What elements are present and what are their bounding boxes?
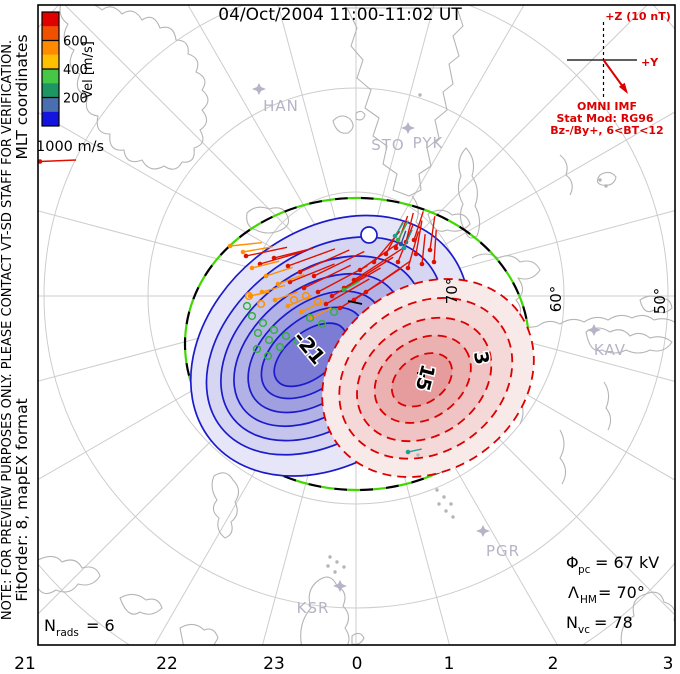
- latitude-label-50: 50°: [651, 288, 669, 315]
- mlt-label-1: 1: [444, 654, 455, 674]
- potential-extremum-cross: [417, 366, 431, 380]
- station-marker-han: [252, 83, 266, 95]
- station-marker-sto-pyk: [401, 122, 415, 134]
- lambda-hm-value: = 70°: [598, 583, 645, 602]
- station-marker-ksr: [333, 580, 347, 592]
- mlt-label-22: 22: [156, 654, 178, 674]
- fit-order-note: FitOrder: 8, mapEX format: [13, 398, 31, 601]
- n-vc-symbol: N: [566, 613, 578, 632]
- imf-z-label: +Z (10 nT): [605, 10, 671, 23]
- lambda-hm-symbol: Λ: [568, 583, 579, 602]
- stats-panel: Φ pc = 67 kV Λ HM = 70° N vc = 78 N rads…: [44, 553, 659, 639]
- lambda-hm-subscript: HM: [580, 594, 597, 606]
- colorbar-axis-label: Vel [m/s]: [81, 41, 96, 99]
- imf-dial: +Z (10 nT) +Y OMNI IMF Stat Mod: RG96 Bz…: [550, 10, 671, 137]
- colorbar-label-400: 400: [63, 63, 88, 78]
- imf-vector-arrowhead: [618, 82, 628, 94]
- station-marker-kav: [587, 324, 601, 336]
- imf-source-label: OMNI IMF: [577, 100, 637, 113]
- latitude-label-70: 70°: [443, 278, 461, 305]
- velocity-colorbar: 600 400 200 Vel [m/s]: [41, 11, 96, 127]
- n-vc-value: = 78: [594, 613, 633, 632]
- n-rads-symbol: N: [44, 616, 56, 635]
- phi-pc-symbol: Φ: [566, 553, 579, 572]
- station-label-sto: STO: [371, 136, 405, 154]
- coordinate-system-note: MLT coordinates: [13, 34, 31, 159]
- velocity-vector-layer: [227, 93, 608, 574]
- imf-condition-label: Bz-/By+, 6<BT<12: [550, 124, 663, 137]
- colorbar-blocks: [42, 12, 59, 127]
- station-marker-pgr: [476, 525, 490, 537]
- mlt-label-0: 0: [352, 654, 363, 674]
- plot-title: 04/Oct/2004 11:00-11:02 UT: [218, 5, 462, 25]
- positive-contour-label-outer: 3: [469, 350, 493, 367]
- mlt-label-21: 21: [14, 654, 36, 674]
- mlt-axis-labels: 21 22 23 0 1 2 3: [14, 654, 673, 674]
- colorbar-label-600: 600: [63, 35, 88, 50]
- imf-y-label: +Y: [641, 56, 659, 69]
- plot-frame: [37, 4, 676, 646]
- n-rads-value: = 6: [86, 616, 115, 635]
- phi-pc-value: = 67 kV: [595, 553, 659, 572]
- mlt-label-23: 23: [263, 654, 285, 674]
- contour-knot: [360, 226, 378, 244]
- station-label-pyk: PYK: [413, 134, 444, 152]
- station-label-kav: KAV: [594, 341, 626, 359]
- verification-note: NOTE: FOR PREVIEW PURPOSES ONLY. PLEASE …: [0, 40, 15, 620]
- mlt-label-3: 3: [663, 654, 674, 674]
- phi-pc-subscript: pc: [578, 564, 591, 576]
- mlt-label-2: 2: [548, 654, 559, 674]
- reference-vector-line: [39, 159, 77, 163]
- station-label-han: HAN: [263, 97, 299, 115]
- reference-vector: 1000 m/s: [36, 139, 104, 164]
- colorbar-label-200: 200: [63, 92, 88, 107]
- station-markers: [252, 83, 601, 592]
- latitude-label-60: 60°: [547, 286, 565, 313]
- imf-model-label: Stat Mod: RG96: [556, 112, 653, 125]
- small-black-vector: [347, 300, 363, 305]
- n-rads-subscript: rads: [56, 627, 79, 639]
- station-label-ksr: KSR: [297, 599, 330, 617]
- station-label-pgr: PGR: [486, 542, 520, 560]
- reference-vector-label: 1000 m/s: [36, 139, 104, 155]
- n-vc-subscript: vc: [578, 624, 590, 636]
